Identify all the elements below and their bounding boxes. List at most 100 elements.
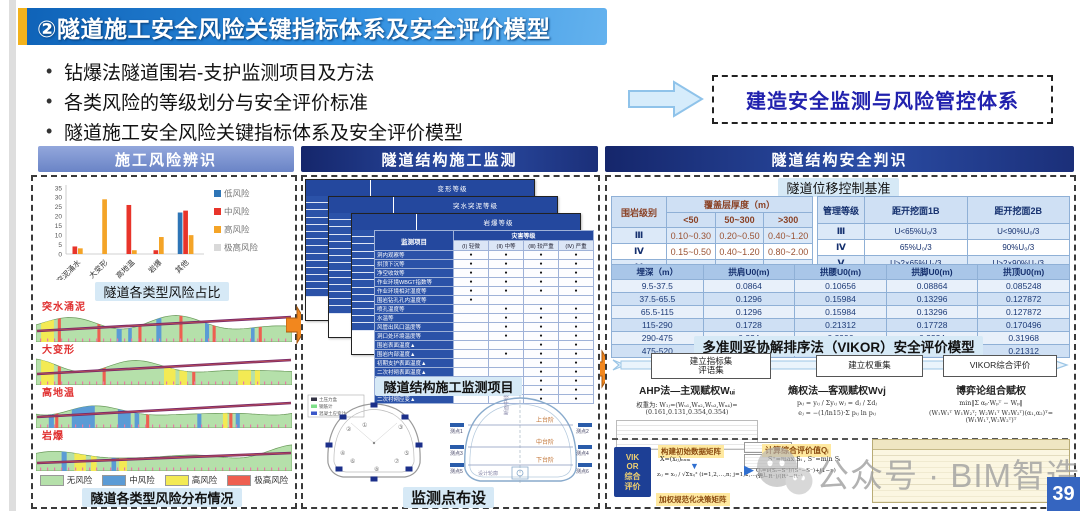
svg-text:测点1: 测点1 (450, 428, 463, 435)
vikor-step1: 构建初始数据矩阵 (658, 441, 724, 459)
table-row: 拱顶下沉等 ● ● ● ● (374, 259, 594, 269)
risk-strips: 突水涌泥 大变形 高地温 岩爆 (35, 300, 293, 472)
method-formula: eⱼ = −(1/ln15)·Σ pᵢⱼ ln pᵢⱼ (798, 410, 876, 417)
svg-text:③: ③ (398, 424, 403, 431)
table-row: 9.5-37.5 0.0864 0.10656 0.08864 0.085248 (611, 279, 1070, 293)
svg-text:35: 35 (55, 185, 63, 192)
method-entropy: 熵权法—客观赋权Wvj pᵢⱼ = yᵢⱼ / Σyᵢⱼ wⱼ = dⱼ / Σ… (768, 382, 906, 417)
svg-text:设计轮廓: 设计轮廓 (478, 470, 498, 477)
table-row: Ⅲ 0.10~0.30 0.20~0.50 0.40~1.20 (611, 227, 813, 244)
svg-text:⑦: ⑦ (394, 458, 400, 465)
page-number: 39 (1047, 477, 1080, 511)
table-row: 围岩钻孔孔内温度等 ● (374, 295, 594, 305)
target-system-label: 建造安全监测与风险管控体系 (746, 91, 1019, 113)
watermark-text: 公众号 · BIM智造 (816, 457, 1080, 494)
right-panel-header: 隧道结构安全判识 (605, 146, 1074, 172)
svg-text:上台阶: 上台阶 (536, 416, 554, 424)
bullet-dot-icon: • (46, 90, 53, 111)
svg-text:高风险: 高风险 (224, 225, 250, 235)
formula-z: zᵢⱼ = xᵢⱼ / √Σxᵢⱼ² (i=1,2,…,n; j=1,2,…,m… (657, 472, 766, 478)
legend-item: 极高风险 (227, 474, 288, 486)
result-table-header (873, 440, 1069, 450)
svg-text:20: 20 (55, 214, 63, 221)
svg-text:测点6: 测点6 (576, 468, 589, 475)
page-title: ②隧道施工安全风险关键指标体系及安全评价模型 (37, 15, 551, 42)
table-row: Ⅲ U<65%U₀/3 U<90%U₀/3 (817, 223, 1070, 240)
strip-label: 突水涌泥 (42, 302, 86, 313)
svg-text:低风险: 低风险 (224, 189, 250, 199)
table-row: 65.5-115 0.1296 0.15984 0.13296 0.127872 (611, 305, 1070, 319)
svg-text:5: 5 (58, 242, 62, 249)
svg-text:0: 0 (58, 251, 62, 258)
down-arrow-icon: ▼ (690, 461, 699, 471)
table-row: Ⅳ 65%U₀/3 90%U₀/3 (817, 239, 1070, 256)
risk-strip: 岩爆 (35, 429, 293, 472)
method-formula: pᵢⱼ = yᵢⱼ / Σyᵢⱼ wⱼ = dⱼ / Σdⱼ (796, 400, 878, 407)
displacement-subtitle: 隧道位移控制基准 (605, 178, 1072, 197)
svg-text:⑧: ⑧ (374, 466, 379, 473)
method-formula: (W₁W₁ᵀ W₁W₂ᵀ; W₂W₁ᵀ W₂W₂ᵀ)(α₁,α₂)ᵀ=(W₁W₁… (929, 410, 1053, 424)
strip-label: 岩爆 (42, 431, 64, 442)
table-row: 二次衬砌表面温度▲ ● ● (374, 367, 594, 377)
table-row: 围岩内部温度▲ ● ● ● (374, 349, 594, 359)
svg-text:钢筋计: 钢筋计 (319, 403, 333, 410)
layout-caption: 监测点布设 (301, 487, 596, 508)
vikor-step2: 加权规范化决策矩阵 (656, 489, 730, 507)
svg-text:中台阶: 中台阶 (536, 438, 554, 446)
svg-text:岩爆: 岩爆 (146, 257, 164, 275)
target-system-box: 建造安全监测与风险管控体系 (712, 75, 1053, 124)
svg-text:测点2: 测点2 (576, 428, 589, 435)
table-row: 37.5-65.5 0.1296 0.15984 0.13296 0.127872 (611, 292, 1070, 306)
strip-legend: 无风险 中风险 高风险 极高风险 (36, 474, 292, 486)
svg-text:断面中线: 断面中线 (503, 395, 510, 415)
monitor-table-caption: 隧道结构施工监测项目 (301, 377, 596, 396)
table-row: 洞口处环境温度等 ● ● ● (374, 331, 594, 341)
strips-caption: 隧道各类型风险分布情况 (31, 488, 293, 507)
svg-text:突泥涌水: 突泥涌水 (54, 257, 83, 280)
svg-text:极高风险: 极高风险 (224, 243, 259, 253)
svg-text:①: ① (362, 422, 367, 429)
title-bar: ②隧道施工安全风险关键指标体系及安全评价模型 (27, 8, 607, 45)
vikor-caption: 多准则妥协解排序法（VIKOR）安全评价模型 (605, 336, 1072, 356)
section-divider (612, 438, 1068, 440)
table-row: 作业环境相对湿度等 ● ● ● ● (374, 286, 594, 296)
legend-item: 中风险 (102, 474, 155, 486)
table-row: 115-290 0.1728 0.21312 0.17728 0.170496 (611, 318, 1070, 332)
vikor-eval-box: VIK OR 综合 评价 (614, 447, 651, 497)
bullet-list: • 钻爆法隧道围岩-支护监测项目及方法 • 各类风险的等级划分与安全评价标准 • 隧道… (46, 56, 606, 146)
method-game: 博弈论组合赋权 min‖Σ αₚ·Wₚᵀ − Wₚ‖ (W₁W₁ᵀ W₁W₂ᵀ; … (912, 382, 1070, 424)
right-arrow-small-icon: ▶ (744, 462, 754, 477)
table-row: Ⅳ 0.15~0.50 0.40~1.20 0.80~2.00 (611, 243, 813, 260)
risk-bar-chart: 0 5 10 15 20 25 30 35 突泥涌水 大变形 高地温 岩爆 其他 低风险 中风险 高风险 极高风… (36, 178, 288, 286)
bullet-item: • 钻爆法隧道围岩-支护监测项目及方法 (46, 60, 375, 84)
tunnel-section-diagram-right: 上台阶 中台阶 下台阶 测点1 测点2 测点3 测点4 测点5 测点6 断面中线 设计轮廓 (448, 391, 594, 493)
svg-text:15: 15 (55, 223, 63, 230)
flow-step: VIKOR综合评价 (943, 355, 1057, 377)
formula-s: S⁺=max Sᵢ , S⁻=min Sᵢ (768, 456, 841, 463)
svg-text:混凝土应变计: 混凝土应变计 (319, 410, 346, 417)
svg-text:30: 30 (55, 195, 63, 202)
wechat-icon (757, 447, 813, 495)
formula-x: X=(xᵢⱼ)ₙₓₘ (660, 456, 691, 463)
table-row: 二次衬砌应变▲ ● ● (374, 394, 594, 404)
svg-text:⑥: ⑥ (350, 458, 355, 465)
result-table-rows (873, 450, 1069, 502)
table-row: 水温等 ● ● ● (374, 313, 594, 323)
strip-label: 大变形 (42, 345, 75, 356)
left-edge-strip (9, 0, 16, 511)
svg-text:25: 25 (55, 204, 63, 211)
table-row: 初期支护表面温度▲ ● ● (374, 358, 594, 368)
method-formula: 权重为: W₁ⱼ=(Wᵤ₁,Wᵤ₂,Wᵤ₃,Wᵤ₄)=(0.161,0.131,… (636, 402, 738, 416)
risk-strip: 突水涌泥 (35, 300, 293, 343)
svg-text:高地温: 高地温 (113, 257, 136, 280)
bullet-dot-icon: • (46, 60, 53, 81)
left-panel-header: 施工风险辨识 (38, 146, 294, 172)
svg-text:④: ④ (340, 450, 345, 457)
svg-text:测点4: 测点4 (576, 450, 589, 457)
chart-caption: 隧道各类型风险占比 (31, 282, 293, 301)
table-row: 风管出风口温度等 ● ● ● (374, 322, 594, 332)
flow-step: 建立权重集 (816, 355, 923, 377)
svg-text:测点5: 测点5 (450, 468, 463, 475)
